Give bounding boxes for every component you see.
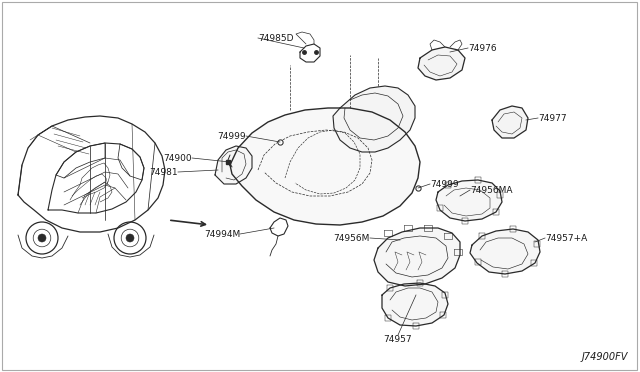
Text: 74999: 74999 <box>430 180 459 189</box>
Polygon shape <box>333 86 415 152</box>
Polygon shape <box>382 283 448 326</box>
Text: 74981: 74981 <box>149 167 178 176</box>
Polygon shape <box>418 47 465 80</box>
Text: 74956MA: 74956MA <box>470 186 513 195</box>
Text: 74956M: 74956M <box>333 234 370 243</box>
Polygon shape <box>215 146 252 184</box>
Polygon shape <box>492 106 528 138</box>
Text: 74957: 74957 <box>384 335 412 344</box>
Text: 74957+A: 74957+A <box>545 234 588 243</box>
Circle shape <box>38 234 46 242</box>
Polygon shape <box>374 228 460 286</box>
Text: 74994M: 74994M <box>204 230 240 238</box>
Text: 74977: 74977 <box>538 113 566 122</box>
Text: 74985D: 74985D <box>258 33 294 42</box>
Polygon shape <box>230 108 420 225</box>
Circle shape <box>126 234 134 242</box>
Text: 74999: 74999 <box>218 131 246 141</box>
Polygon shape <box>436 180 502 221</box>
Polygon shape <box>470 229 540 274</box>
Text: 74900: 74900 <box>163 154 192 163</box>
Text: 74976: 74976 <box>468 44 497 52</box>
Text: J74900FV: J74900FV <box>582 352 628 362</box>
